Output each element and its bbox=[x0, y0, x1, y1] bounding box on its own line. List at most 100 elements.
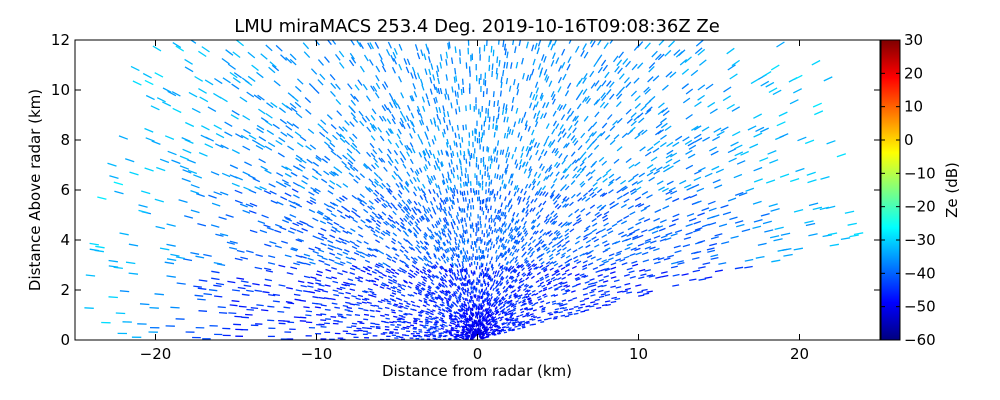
range-gate bbox=[460, 249, 463, 254]
range-gate bbox=[354, 276, 361, 280]
range-gate bbox=[471, 280, 474, 285]
range-gate bbox=[350, 56, 357, 64]
range-gate bbox=[413, 186, 418, 192]
range-gate bbox=[423, 233, 428, 238]
range-gate bbox=[362, 290, 368, 294]
range-gate bbox=[592, 222, 598, 227]
range-gate bbox=[521, 146, 525, 152]
range-gate bbox=[804, 220, 814, 224]
range-gate bbox=[399, 150, 404, 157]
range-gate bbox=[525, 312, 530, 315]
range-gate bbox=[401, 225, 407, 230]
range-gate bbox=[398, 63, 403, 71]
range-gate bbox=[472, 299, 475, 304]
range-gate bbox=[534, 292, 539, 296]
range-gate bbox=[583, 115, 589, 122]
range-gate bbox=[548, 232, 553, 237]
range-gate bbox=[689, 194, 698, 199]
range-gate bbox=[492, 282, 495, 287]
range-gate bbox=[507, 310, 511, 314]
range-gate bbox=[393, 170, 398, 176]
range-gate bbox=[539, 67, 544, 74]
range-gate bbox=[596, 306, 602, 310]
range-gate bbox=[531, 44, 535, 52]
range-gate bbox=[804, 139, 815, 145]
range-gate bbox=[402, 269, 408, 273]
range-gate bbox=[323, 297, 331, 300]
range-gate bbox=[457, 83, 460, 90]
range-gate bbox=[213, 191, 222, 196]
range-gate bbox=[145, 94, 155, 101]
range-gate bbox=[95, 245, 105, 249]
range-gate bbox=[718, 262, 727, 265]
range-gate bbox=[485, 205, 488, 211]
range-gate bbox=[450, 57, 454, 65]
range-gate bbox=[418, 217, 423, 222]
range-gate bbox=[456, 189, 459, 194]
range-gate bbox=[752, 225, 762, 230]
range-gate bbox=[306, 158, 313, 164]
range-gate bbox=[410, 300, 415, 304]
range-gate bbox=[303, 306, 310, 309]
range-gate bbox=[349, 288, 356, 292]
range-gate bbox=[710, 236, 719, 240]
range-gate bbox=[420, 287, 425, 291]
range-gate bbox=[666, 180, 674, 186]
range-gate bbox=[379, 264, 385, 269]
range-gate bbox=[331, 226, 338, 230]
range-gate bbox=[508, 329, 512, 332]
range-gate bbox=[550, 194, 555, 199]
range-gate bbox=[276, 201, 284, 206]
range-gate bbox=[464, 251, 467, 256]
range-gate bbox=[387, 217, 393, 222]
range-gate bbox=[249, 229, 258, 234]
range-gate bbox=[440, 149, 444, 155]
range-gate bbox=[461, 137, 464, 143]
range-gate bbox=[364, 297, 370, 301]
range-gate bbox=[608, 81, 615, 88]
range-gate bbox=[433, 317, 437, 320]
range-gate bbox=[626, 242, 633, 247]
range-gate bbox=[619, 86, 625, 93]
range-gate bbox=[231, 110, 240, 116]
range-gate bbox=[434, 321, 438, 324]
range-gate bbox=[569, 228, 575, 233]
range-gate bbox=[508, 128, 512, 135]
range-gate bbox=[480, 319, 484, 323]
range-gate bbox=[360, 219, 366, 224]
range-gate bbox=[565, 262, 571, 267]
range-gate bbox=[403, 320, 408, 323]
range-gate bbox=[437, 283, 442, 288]
range-gate bbox=[446, 138, 449, 145]
range-gate bbox=[550, 210, 555, 216]
range-gate bbox=[482, 300, 485, 304]
range-gate bbox=[501, 149, 505, 155]
range-gate bbox=[429, 178, 433, 184]
range-gate bbox=[455, 300, 459, 305]
range-gate bbox=[442, 209, 446, 214]
range-gate bbox=[585, 244, 591, 249]
range-gate bbox=[431, 223, 435, 229]
range-gate bbox=[513, 292, 517, 296]
range-gate bbox=[299, 316, 307, 319]
range-gate bbox=[521, 326, 526, 329]
range-gate bbox=[434, 264, 438, 268]
range-gate bbox=[162, 101, 172, 107]
range-gate bbox=[534, 42, 538, 50]
range-gate bbox=[452, 247, 455, 252]
range-gate bbox=[435, 205, 439, 210]
range-gate bbox=[456, 258, 460, 263]
range-gate bbox=[580, 132, 586, 139]
range-gate bbox=[322, 290, 329, 293]
range-gate bbox=[508, 275, 512, 280]
range-gate bbox=[553, 229, 559, 234]
range-gate bbox=[561, 243, 566, 248]
range-gate bbox=[277, 152, 285, 158]
range-gate bbox=[536, 214, 541, 220]
range-gate bbox=[576, 167, 582, 173]
range-gate bbox=[548, 253, 554, 258]
range-gate bbox=[307, 285, 314, 288]
range-gate bbox=[224, 131, 233, 137]
range-gate bbox=[449, 312, 453, 316]
range-gate bbox=[608, 189, 614, 194]
